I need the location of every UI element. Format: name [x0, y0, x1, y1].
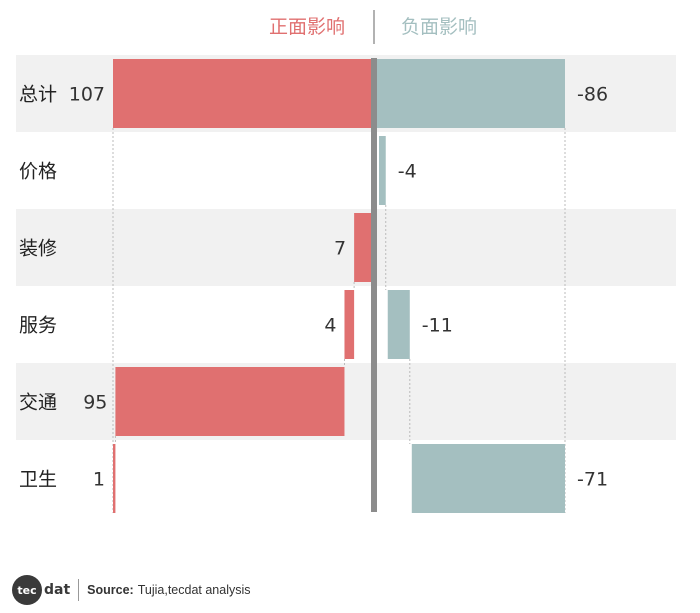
category-label: 价格	[19, 161, 57, 183]
value-label-negative: -4	[398, 161, 417, 183]
bar-positive	[344, 290, 355, 359]
header-negative: 负面影响	[401, 16, 477, 38]
impact-chart: 总计 107 -86 价格 -4 装修 7 服务 4 -11 交通 95 卫生 1 -71 正面影响 负面影…	[16, 10, 676, 513]
tecdat-logo: tec	[12, 575, 42, 605]
value-label-negative: -71	[577, 469, 608, 491]
bar-positive	[115, 367, 345, 436]
row-band	[16, 363, 676, 440]
center-axis	[371, 58, 377, 512]
footer-separator	[78, 579, 80, 601]
value-label-positive: 95	[83, 392, 107, 414]
logo-text-dat: dat	[44, 582, 71, 598]
bar-negative	[387, 290, 410, 359]
row-band	[16, 209, 676, 286]
value-label-positive: 4	[324, 315, 336, 337]
category-label: 服务	[19, 315, 57, 337]
category-label: 交通	[19, 392, 57, 414]
value-label-negative: -11	[422, 315, 453, 337]
value-label-negative: -86	[577, 84, 608, 106]
bar-positive	[113, 59, 371, 128]
source-value: Tujia,tecdat analysis	[137, 583, 251, 597]
bar-negative	[411, 444, 565, 513]
value-label-positive: 107	[69, 84, 105, 106]
bar-positive	[113, 444, 116, 513]
value-label-positive: 7	[334, 238, 346, 260]
category-label: 卫生	[19, 469, 57, 491]
bar-negative	[377, 59, 565, 128]
logo-text-tec: tec	[17, 583, 37, 597]
category-label: 总计	[19, 84, 57, 106]
source-key: Source:	[87, 583, 134, 597]
footer: tec dat Source: Tujia,tecdat analysis	[12, 574, 251, 606]
value-label-positive: 1	[93, 469, 105, 491]
bar-negative	[379, 136, 386, 205]
header-positive: 正面影响	[269, 16, 345, 38]
category-label: 装修	[19, 238, 57, 260]
bar-positive	[354, 213, 371, 282]
